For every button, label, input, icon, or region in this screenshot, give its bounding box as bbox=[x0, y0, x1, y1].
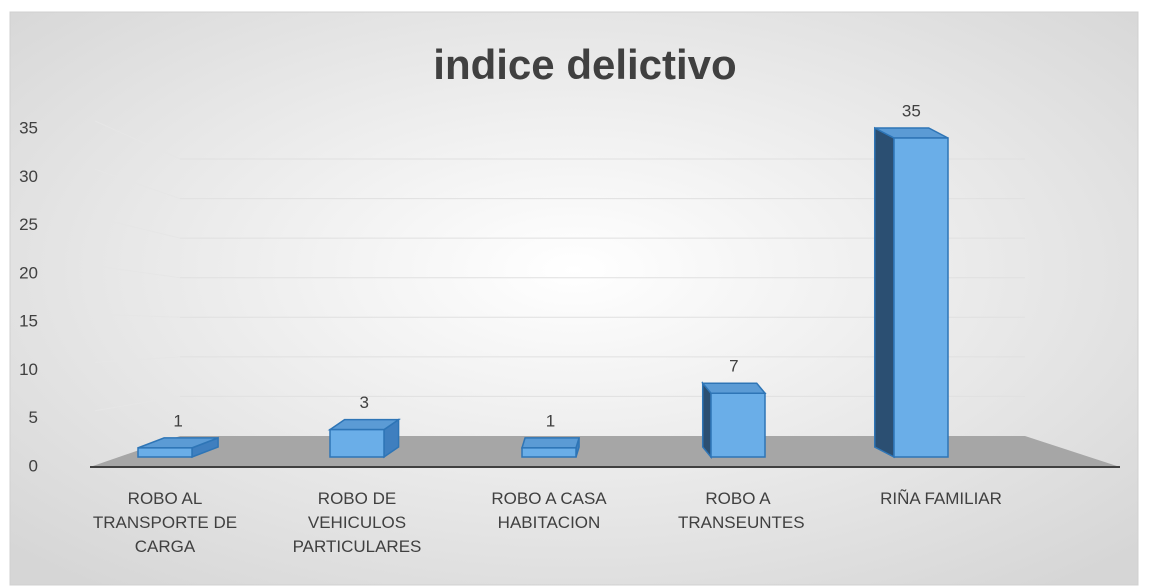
data-label: 3 bbox=[360, 393, 369, 412]
x-tick-label: RIÑA FAMILIAR bbox=[880, 489, 1002, 508]
bar-front bbox=[710, 392, 766, 458]
data-label: 7 bbox=[729, 357, 738, 376]
bar-front bbox=[137, 447, 193, 458]
bar-top bbox=[701, 382, 767, 394]
bar bbox=[873, 126, 949, 459]
y-tick-label: 0 bbox=[29, 456, 38, 475]
x-tick-label: ROBO A CASA HABITACION bbox=[491, 489, 607, 532]
y-tick-label: 10 bbox=[19, 360, 38, 379]
bar bbox=[327, 418, 401, 459]
bar bbox=[137, 436, 219, 459]
y-tick-label: 5 bbox=[29, 408, 38, 427]
x-tick-label: ROBO AL TRANSPORTE DE CARGA bbox=[92, 489, 238, 556]
data-label: 1 bbox=[546, 411, 555, 430]
grid-line bbox=[94, 120, 181, 160]
grid-line bbox=[94, 217, 181, 239]
bar-side bbox=[701, 381, 712, 460]
y-tick-label: 25 bbox=[19, 215, 38, 234]
data-label: 1 bbox=[173, 411, 182, 430]
bar-top bbox=[520, 437, 581, 449]
x-tick-label: ROBO A TRANSEUNTES bbox=[678, 489, 805, 532]
bar bbox=[520, 437, 581, 458]
bar bbox=[701, 381, 767, 460]
grid-line bbox=[94, 356, 181, 363]
y-tick-label: 35 bbox=[19, 118, 38, 137]
x-tick-label: ROBO DE VEHICULOS PARTICULARES bbox=[292, 489, 422, 556]
floor bbox=[90, 436, 1120, 467]
bar-side bbox=[873, 126, 895, 459]
y-tick-label: 30 bbox=[19, 167, 38, 186]
chart-title: indice delictivo bbox=[433, 41, 736, 88]
bar-front bbox=[521, 447, 577, 458]
y-tick-label: 15 bbox=[19, 312, 38, 331]
chart-area bbox=[9, 11, 1139, 586]
grid-line bbox=[94, 168, 181, 200]
grid-line bbox=[94, 265, 181, 279]
bar-front bbox=[893, 137, 949, 458]
grid-line bbox=[94, 313, 181, 318]
data-label: 35 bbox=[902, 101, 921, 120]
grid-line bbox=[94, 395, 181, 412]
y-tick-label: 20 bbox=[19, 263, 38, 282]
bar-front bbox=[329, 428, 385, 458]
